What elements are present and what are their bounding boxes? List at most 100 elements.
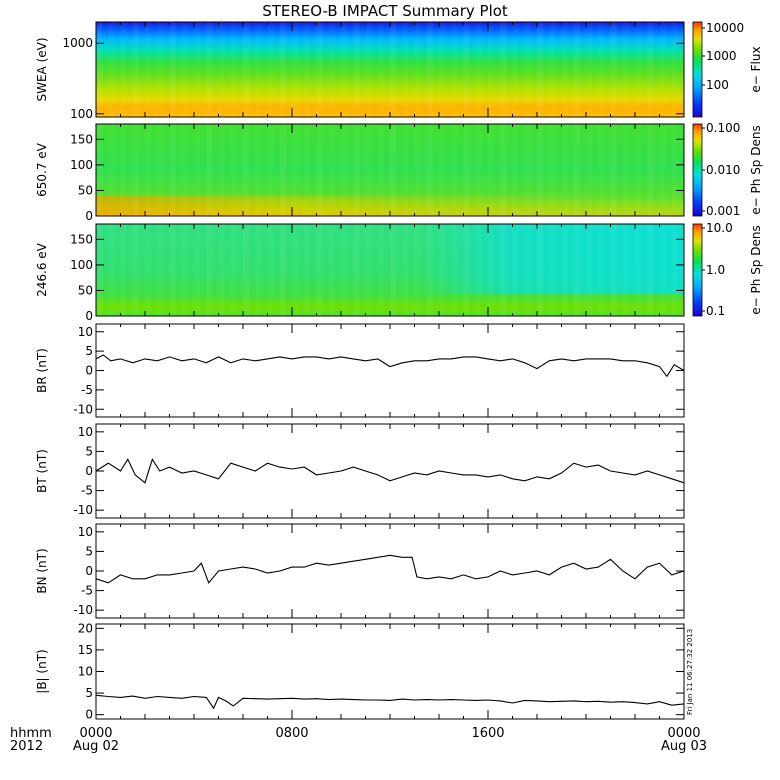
spectrogram-stripe <box>647 22 654 117</box>
spectrogram-stripe <box>426 124 433 216</box>
spectrogram-stripe <box>488 124 494 216</box>
spectrogram-stripe <box>549 22 555 117</box>
spectrogram-stripe <box>463 224 470 316</box>
spectrogram-stripe <box>255 124 261 216</box>
spectrogram-stripe <box>476 124 482 216</box>
spectrogram-stripe <box>573 22 580 117</box>
y-axis-label: BR (nT) <box>35 348 49 393</box>
colorbar-pad_650 <box>692 123 703 217</box>
spectrogram-stripe <box>231 124 237 216</box>
y-tick-label: 100 <box>70 158 93 172</box>
spectrogram-stripe <box>255 224 261 316</box>
spectrogram-stripe <box>268 124 274 216</box>
y-tick-label: 50 <box>78 283 93 297</box>
spectrogram-stripe <box>660 22 666 117</box>
spectrogram-stripe <box>145 22 151 117</box>
spectrogram-stripe <box>390 124 397 216</box>
y-tick-label: 0 <box>85 564 93 578</box>
spectrogram-stripe <box>341 22 347 117</box>
spectrogram-stripe <box>451 124 457 216</box>
y-tick-label: 5 <box>85 544 93 558</box>
panel-pad_650: 0.100 0.010 0.001 e− Ph Sp Dens 0 50 100 150 650… <box>35 121 763 223</box>
spectrogram-stripe <box>586 224 592 316</box>
spectrogram-stripe <box>292 224 298 316</box>
x-tick-label-3: 0000 <box>667 726 700 741</box>
spectrogram-stripe <box>132 124 139 216</box>
spectrogram-stripe <box>635 124 641 216</box>
panel-bn: -10 -5 0 5 10 BN (nT) <box>35 523 685 619</box>
spectrogram-stripe <box>439 124 445 216</box>
spectrogram-stripe <box>488 224 494 316</box>
spectrogram-stripe <box>426 22 433 117</box>
spectrogram-stripe <box>562 22 568 117</box>
y-tick-label: -10 <box>73 503 93 517</box>
spectrogram-stripe <box>549 224 555 316</box>
y-tick-label: 10 <box>78 425 93 439</box>
spectrogram-stripe <box>329 22 335 117</box>
x-date-start: Aug 02 <box>73 739 119 754</box>
spectrogram-stripe <box>316 124 323 216</box>
y-tick-label: 0 <box>85 309 93 323</box>
footer: hhmm 2012 0000 0800 1600 0000 Aug 02 Aug… <box>10 629 707 754</box>
y-tick-label: 20 <box>78 621 93 635</box>
colorbar-swea <box>692 21 703 118</box>
spectrogram-stripe <box>525 22 531 117</box>
spectrogram-stripe <box>476 22 482 117</box>
panel-swea: 10000 1000 100 e− Flux 100 1000 SWEA (eV) <box>35 21 763 121</box>
spectrogram-stripe <box>451 22 457 117</box>
colorbar-label: e− Ph Sp Dens <box>749 125 763 214</box>
spectrogram-stripe <box>279 224 286 316</box>
spectrogram-stripe <box>402 22 408 117</box>
spectrogram-stripe <box>623 124 629 216</box>
y-tick-label: 5 <box>85 686 93 700</box>
spectrogram-stripe <box>255 22 261 117</box>
y-tick-label: 100 <box>70 258 93 272</box>
spectrogram-stripe <box>573 224 580 316</box>
spectrogram-stripe <box>586 124 592 216</box>
spectrogram-stripe <box>353 22 360 117</box>
spectrogram-stripe <box>451 224 457 316</box>
y-tick-label: -10 <box>73 402 93 416</box>
y-tick-label: 10 <box>78 665 93 679</box>
spectrogram-stripe <box>316 22 323 117</box>
spectrogram-stripe <box>525 224 531 316</box>
spectrogram-stripe <box>145 124 151 216</box>
x-tick-label-2: 1600 <box>471 726 504 741</box>
spectrogram-stripe <box>243 22 250 117</box>
y-tick-label: -5 <box>81 484 93 498</box>
series-line-bn <box>95 554 685 584</box>
y-tick-label: 0 <box>85 364 93 378</box>
series-line-br <box>95 354 685 378</box>
spectrogram-stripe <box>635 22 641 117</box>
spectrogram-stripe <box>623 224 629 316</box>
colorbar-tick-label: 0.010 <box>706 163 740 177</box>
x-tick-label-1: 0800 <box>275 726 308 741</box>
y-tick-label: -5 <box>81 383 93 397</box>
spectrogram-swea <box>96 22 684 117</box>
spectrogram-stripe <box>121 22 127 117</box>
colorbar-tick-label: 1.0 <box>706 263 725 277</box>
spectrogram-stripe <box>206 224 213 316</box>
spectrogram-stripe <box>623 22 629 117</box>
y-tick-label: -5 <box>81 584 93 598</box>
colorbar-tick-label: 10000 <box>706 21 744 35</box>
panel-bt: -10 -5 0 5 10 BT (nT) <box>35 423 685 519</box>
y-axis-label: 650.7 eV <box>35 142 49 197</box>
y-axis-label: BN (nT) <box>35 548 49 593</box>
y-axis-label: SWEA (eV) <box>35 37 49 101</box>
spectrogram-stripe <box>243 124 250 216</box>
y-tick-label: 150 <box>70 132 93 146</box>
spectrogram-stripe <box>206 124 213 216</box>
spectrogram-stripe <box>316 224 323 316</box>
spectrogram-stripe <box>476 224 482 316</box>
spectrogram-stripe <box>672 124 678 216</box>
spectrogram-stripe <box>598 124 604 216</box>
series-line-bt <box>95 457 685 484</box>
spectrogram-stripe <box>660 124 666 216</box>
spectrogram-stripe <box>96 224 103 316</box>
y-tick-label: 50 <box>78 183 93 197</box>
spectrogram-stripe <box>329 224 335 316</box>
spectrogram-stripe <box>304 124 310 216</box>
